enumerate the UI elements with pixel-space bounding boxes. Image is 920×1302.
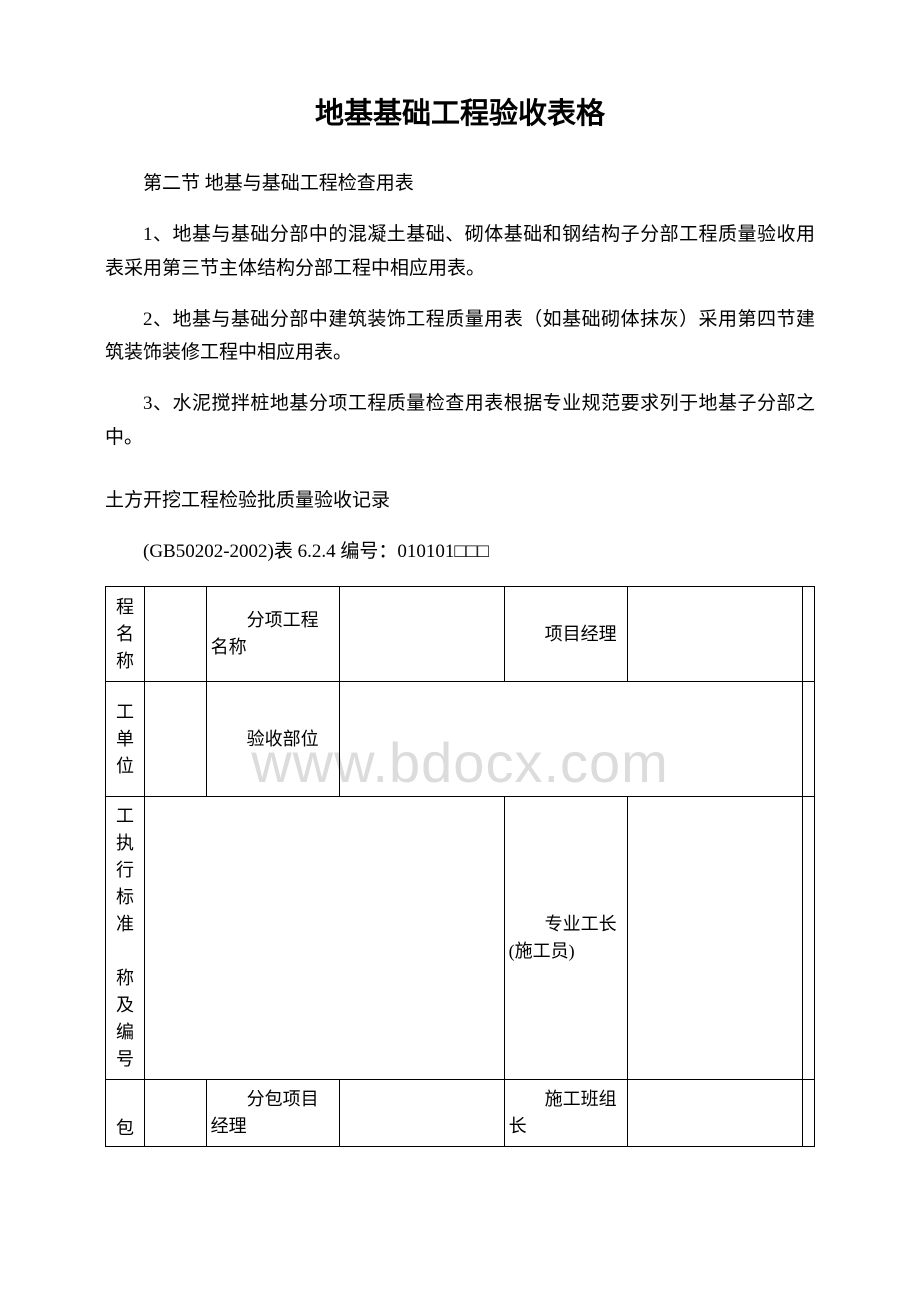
cell-unit-label: 工单位	[106, 682, 145, 797]
cell-project-name-value	[145, 587, 207, 682]
cell-edge	[802, 1080, 814, 1147]
table-row: 工执行标准称及编号 专业工长 (施工员)	[106, 797, 815, 1080]
cell-foreman-line2: (施工员)	[509, 938, 623, 965]
cell-team-leader-label: 施工班组长	[504, 1080, 627, 1147]
cell-project-name-label: 程名称	[106, 587, 145, 682]
cell-team-leader-value	[627, 1080, 802, 1147]
paragraph-1: 1、地基与基础分部中的混凝土基础、砌体基础和钢结构子分部工程质量验收用表采用第三…	[105, 218, 815, 285]
paragraph-2: 2、地基与基础分部中建筑装饰工程质量用表（如基础砌体抹灰）采用第四节建筑装饰装修…	[105, 303, 815, 370]
cell-acceptance-part-label: 验收部位	[206, 682, 340, 797]
cell-standard-value	[145, 797, 505, 1080]
table-row: 程名称 分项工程名称 项目经理	[106, 587, 815, 682]
cell-acceptance-part-value	[340, 682, 802, 797]
cell-edge	[802, 682, 814, 797]
cell-subcontract-value	[145, 1080, 207, 1147]
cell-foreman-value	[627, 797, 802, 1080]
cell-unit-value	[145, 682, 207, 797]
sub-line-reference: (GB50202-2002)表 6.2.4 编号：010101□□□	[105, 535, 815, 568]
section-heading: 土方开挖工程检验批质量验收记录	[105, 484, 815, 517]
table-row: 包 分包项目经理 施工班组长	[106, 1080, 815, 1147]
paragraph-3: 3、水泥搅拌桩地基分项工程质量检查用表根据专业规范要求列于地基子分部之中。	[105, 387, 815, 454]
paragraph-section: 第二节 地基与基础工程检查用表	[105, 167, 815, 200]
cell-foreman-line1: 专业工长	[545, 914, 617, 934]
cell-foreman-label: 专业工长 (施工员)	[504, 797, 627, 1080]
table-row: 工单位 验收部位	[106, 682, 815, 797]
cell-pm-label: 项目经理	[504, 587, 627, 682]
document-content: 地基基础工程验收表格 第二节 地基与基础工程检查用表 1、地基与基础分部中的混凝…	[105, 90, 815, 1147]
cell-sub-pm-value	[340, 1080, 504, 1147]
cell-sub-pm-label: 分包项目经理	[206, 1080, 340, 1147]
inspection-form-table: 程名称 分项工程名称 项目经理 工单位 验收部位 工执行标准称及编号 专业工长	[105, 586, 815, 1147]
cell-subitem-value	[340, 587, 504, 682]
cell-edge	[802, 587, 814, 682]
cell-standard-label: 工执行标准称及编号	[106, 797, 145, 1080]
cell-subitem-label: 分项工程名称	[206, 587, 340, 682]
cell-edge	[802, 797, 814, 1080]
cell-subcontract-label: 包	[106, 1080, 145, 1147]
cell-standard-label-text: 工执行标准称及编号	[116, 806, 134, 1069]
page-title: 地基基础工程验收表格	[105, 90, 815, 132]
cell-pm-value	[627, 587, 802, 682]
